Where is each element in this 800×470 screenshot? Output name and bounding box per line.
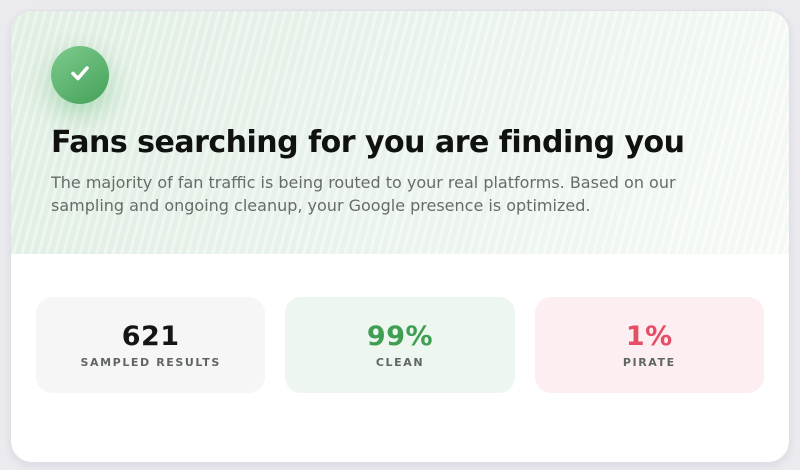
stat-label: CLEAN xyxy=(375,355,425,369)
stat-card-sampled-results: 621 SAMPLED RESULTS xyxy=(36,297,266,393)
stat-value: 1% xyxy=(625,320,673,352)
stat-card-clean: 99% CLEAN xyxy=(285,297,515,393)
status-card-header: Fans searching for you are finding you T… xyxy=(11,11,789,254)
status-description: The majority of fan traffic is being rou… xyxy=(51,172,676,215)
stat-card-pirate: 1% PIRATE xyxy=(534,297,764,393)
check-icon xyxy=(66,59,94,91)
success-badge xyxy=(51,46,109,104)
stats-row: 621 SAMPLED RESULTS 99% CLEAN 1% PIRATE xyxy=(11,254,789,393)
page-title: Fans searching for you are finding you xyxy=(51,125,685,160)
stat-label: SAMPLED RESULTS xyxy=(80,355,221,369)
stat-value: 621 xyxy=(121,320,180,352)
stat-value: 99% xyxy=(366,320,434,352)
stat-label: PIRATE xyxy=(622,355,676,369)
status-card: Fans searching for you are finding you T… xyxy=(10,10,790,463)
